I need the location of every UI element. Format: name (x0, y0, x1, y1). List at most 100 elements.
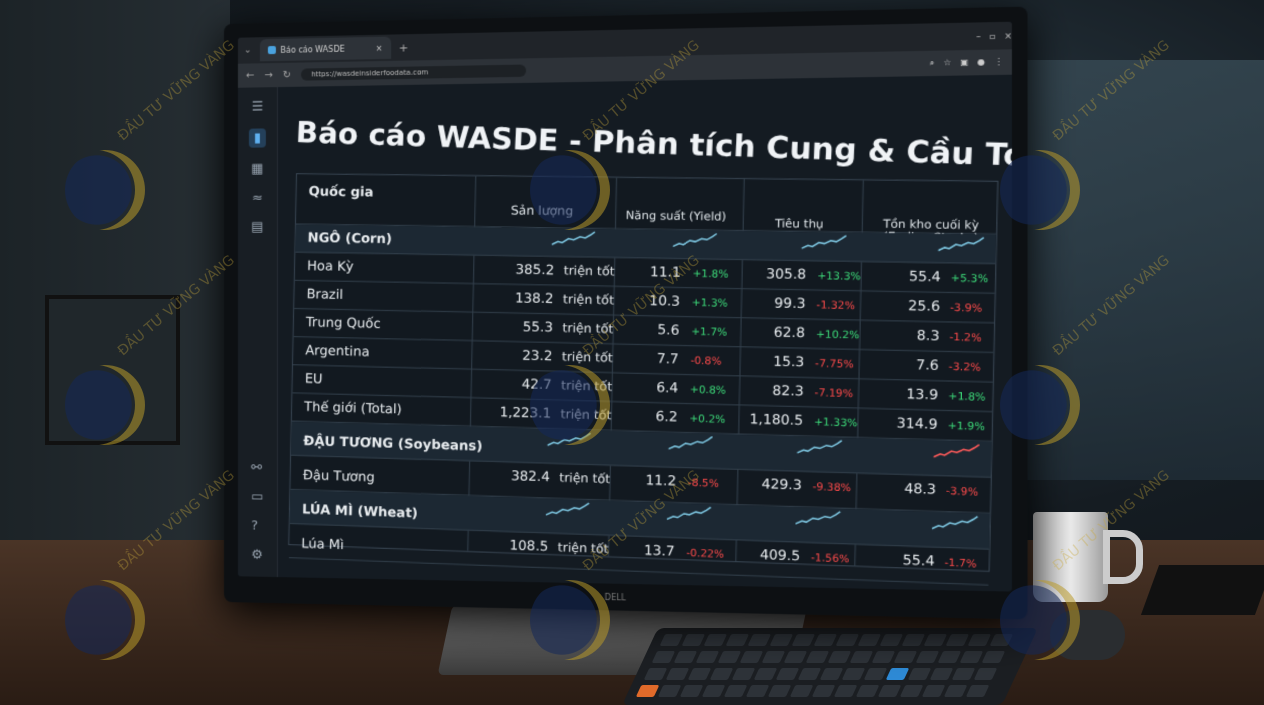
reload-icon[interactable]: ↻ (282, 69, 292, 81)
production-unit: triện tốt (563, 263, 615, 279)
country-name: EU (304, 371, 323, 388)
sidebar: ☰ ▮ ▦ ≈ ▤ ⚯ ▭ ? ⚙ (237, 87, 278, 578)
consumption-value: 305.8 (765, 266, 807, 284)
sparkline (546, 501, 590, 519)
key (797, 668, 822, 680)
forward-icon[interactable]: → (264, 69, 273, 81)
key (899, 685, 924, 697)
key (679, 685, 704, 697)
address-bar[interactable]: https://wasdeinsiderfoodata.com (301, 64, 527, 81)
key (789, 685, 814, 697)
consumption-value: 1,180.5 (749, 411, 804, 430)
production-value: 23.2 (522, 348, 553, 365)
key (841, 668, 866, 680)
calendar-icon[interactable]: ▦ (251, 161, 264, 177)
stocks-value: 55.4 (902, 552, 935, 570)
sparkline (668, 435, 713, 453)
more-menu-icon[interactable]: ⋮ (994, 56, 1003, 67)
header-consumption: Tiêu thụ (774, 216, 824, 232)
consumption-value: 429.3 (761, 476, 802, 494)
stocks-value: 55.4 (908, 269, 941, 286)
key (901, 634, 926, 646)
document-icon[interactable]: ▤ (251, 219, 264, 235)
production-value: 385.2 (515, 262, 555, 279)
production-unit: triện tốt (559, 470, 611, 487)
key (805, 651, 830, 663)
key (657, 685, 682, 697)
key (981, 651, 1006, 663)
key (701, 685, 726, 697)
stocks-change: +1.9% (947, 420, 986, 434)
sparkline (667, 505, 712, 523)
tab-menu-icon[interactable]: ⌄ (243, 45, 252, 56)
production-unit: triện tốt (562, 291, 615, 308)
yield-change: +1.8% (692, 268, 729, 281)
minimize-icon[interactable]: – (976, 31, 981, 41)
message-icon[interactable]: ▭ (251, 489, 264, 505)
screen: ⌄ Báo cáo WASDE × + – ▫ × ← → ↻ https://wasde… (237, 21, 1012, 592)
chart-icon[interactable]: ▮ (248, 128, 266, 148)
key (723, 685, 748, 697)
header-production: Sản lượng (510, 203, 574, 219)
background-window (990, 60, 1264, 480)
key (973, 668, 998, 680)
stocks-change: +1.8% (947, 391, 986, 404)
key (965, 685, 990, 697)
production-value: 42.7 (521, 377, 552, 394)
consumption-change: +1.33% (813, 416, 858, 430)
maximize-icon[interactable]: ▫ (989, 31, 996, 41)
hamburger-menu-icon[interactable]: ☰ (251, 99, 264, 115)
key (753, 668, 778, 680)
sparkline (795, 509, 841, 527)
yield-value: 7.7 (656, 351, 679, 368)
key (673, 651, 698, 663)
header-yield: Năng suất (Yield) (625, 208, 727, 224)
key (915, 651, 940, 663)
extension-icon[interactable]: ▣ (960, 57, 969, 68)
key (967, 634, 992, 646)
help-icon[interactable]: ? (251, 518, 259, 534)
consumption-value: 99.3 (774, 295, 806, 313)
stocks-value: 314.9 (896, 415, 938, 433)
key (767, 685, 792, 697)
country-name: Lúa Mì (301, 536, 345, 554)
key (747, 634, 772, 646)
consumption-value: 62.8 (773, 325, 806, 342)
browser-tab[interactable]: Báo cáo WASDE × (259, 36, 391, 62)
key (877, 685, 902, 697)
close-window-icon[interactable]: × (1004, 30, 1012, 41)
bookmark-star-icon[interactable]: ☆ (943, 57, 952, 68)
key (943, 685, 968, 697)
yield-change: +0.8% (689, 384, 727, 397)
stocks-change: -3.2% (948, 361, 982, 374)
new-tab-icon[interactable]: + (398, 40, 409, 55)
production-value: 1,223.1 (499, 405, 552, 422)
trend-icon[interactable]: ≈ (251, 190, 263, 206)
sparkline-line (801, 235, 846, 249)
stocks-change: -3.9% (949, 302, 983, 315)
section-label: NGÔ (Corn) (307, 230, 393, 248)
zoom-icon[interactable]: ⌕ (929, 58, 935, 68)
integrations-icon[interactable]: ⚯ (251, 460, 263, 476)
key (923, 634, 948, 646)
profile-icon[interactable]: ● (977, 57, 986, 67)
close-tab-icon[interactable]: × (375, 43, 383, 53)
key (695, 651, 720, 663)
key (893, 651, 918, 663)
production-value: 108.5 (509, 538, 549, 555)
back-icon[interactable]: ← (245, 69, 255, 82)
key (769, 634, 794, 646)
sparkline-line (795, 510, 840, 525)
key (687, 668, 712, 680)
country-name: Đậu Tương (302, 468, 375, 486)
notebook (1140, 565, 1264, 615)
key (725, 634, 750, 646)
stocks-value: 13.9 (906, 386, 939, 404)
key (739, 651, 764, 663)
country-name: Argentina (305, 343, 370, 361)
consumption-change: -7.75% (815, 358, 854, 371)
key (863, 668, 888, 680)
settings-icon[interactable]: ⚙ (251, 547, 263, 563)
sparkline (552, 230, 596, 247)
background-monitor (45, 295, 180, 445)
